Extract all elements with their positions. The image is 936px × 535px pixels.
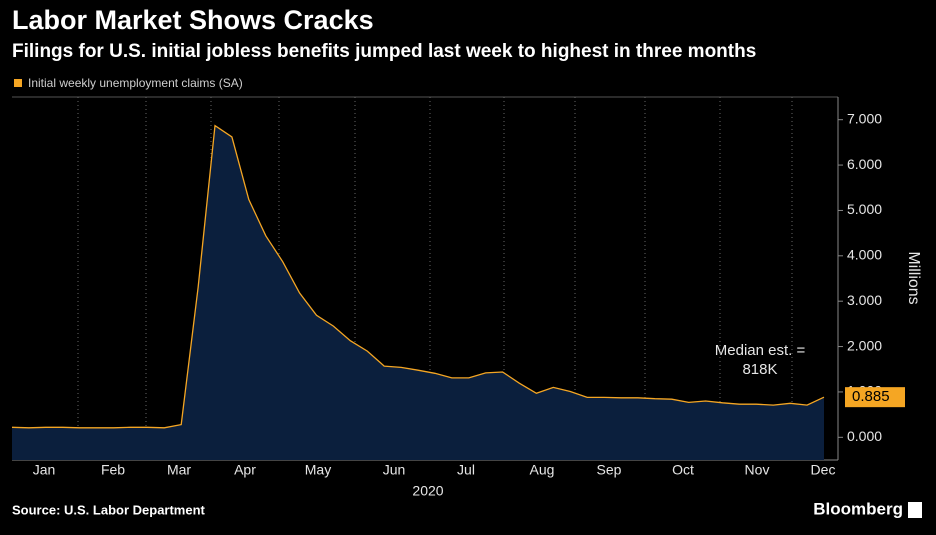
x-tick-label: Nov: [745, 462, 770, 478]
series-line: [11, 124, 825, 429]
x-tick-label: Feb: [101, 462, 125, 478]
brand-icon: [908, 502, 922, 518]
last-value-label: 0.885: [852, 388, 890, 405]
chart-subtitle: Filings for U.S. initial jobless benefit…: [12, 41, 756, 62]
x-tick-label: Sep: [597, 462, 622, 478]
y-tick-label: 3.000: [847, 292, 882, 308]
x-tick-label: May: [305, 462, 331, 478]
x-axis-title: 2020: [412, 483, 443, 499]
x-tick-label: Jun: [383, 462, 406, 478]
y-tick-label: 2.000: [847, 337, 882, 353]
legend-label: Initial weekly unemployment claims (SA): [28, 76, 243, 90]
annotation: 818K: [742, 361, 777, 378]
last-value-box: [845, 387, 905, 408]
x-tick-label: Mar: [167, 462, 191, 478]
x-tick-label: Apr: [234, 462, 256, 478]
y-axis-label: Millions: [905, 251, 922, 304]
y-tick-label: 6.000: [847, 156, 882, 172]
x-tick-label: Jan: [33, 462, 56, 478]
annotation: Median est. =: [715, 342, 806, 359]
source: Source: U.S. Labor Department: [12, 502, 206, 517]
x-tick-label: Dec: [811, 462, 836, 478]
x-tick-label: Aug: [530, 462, 555, 478]
y-tick-label: 4.000: [847, 247, 882, 263]
x-tick-label: Oct: [672, 462, 694, 478]
y-tick-label: 5.000: [847, 201, 882, 217]
chart-title: Labor Market Shows Cracks: [12, 5, 374, 35]
x-tick-label: Jul: [457, 462, 475, 478]
legend-swatch: [14, 79, 22, 87]
y-tick-label: 0.000: [847, 428, 882, 444]
area-fill: [12, 125, 824, 460]
y-tick-label: 7.000: [847, 110, 882, 126]
brand: Bloomberg: [813, 499, 903, 518]
